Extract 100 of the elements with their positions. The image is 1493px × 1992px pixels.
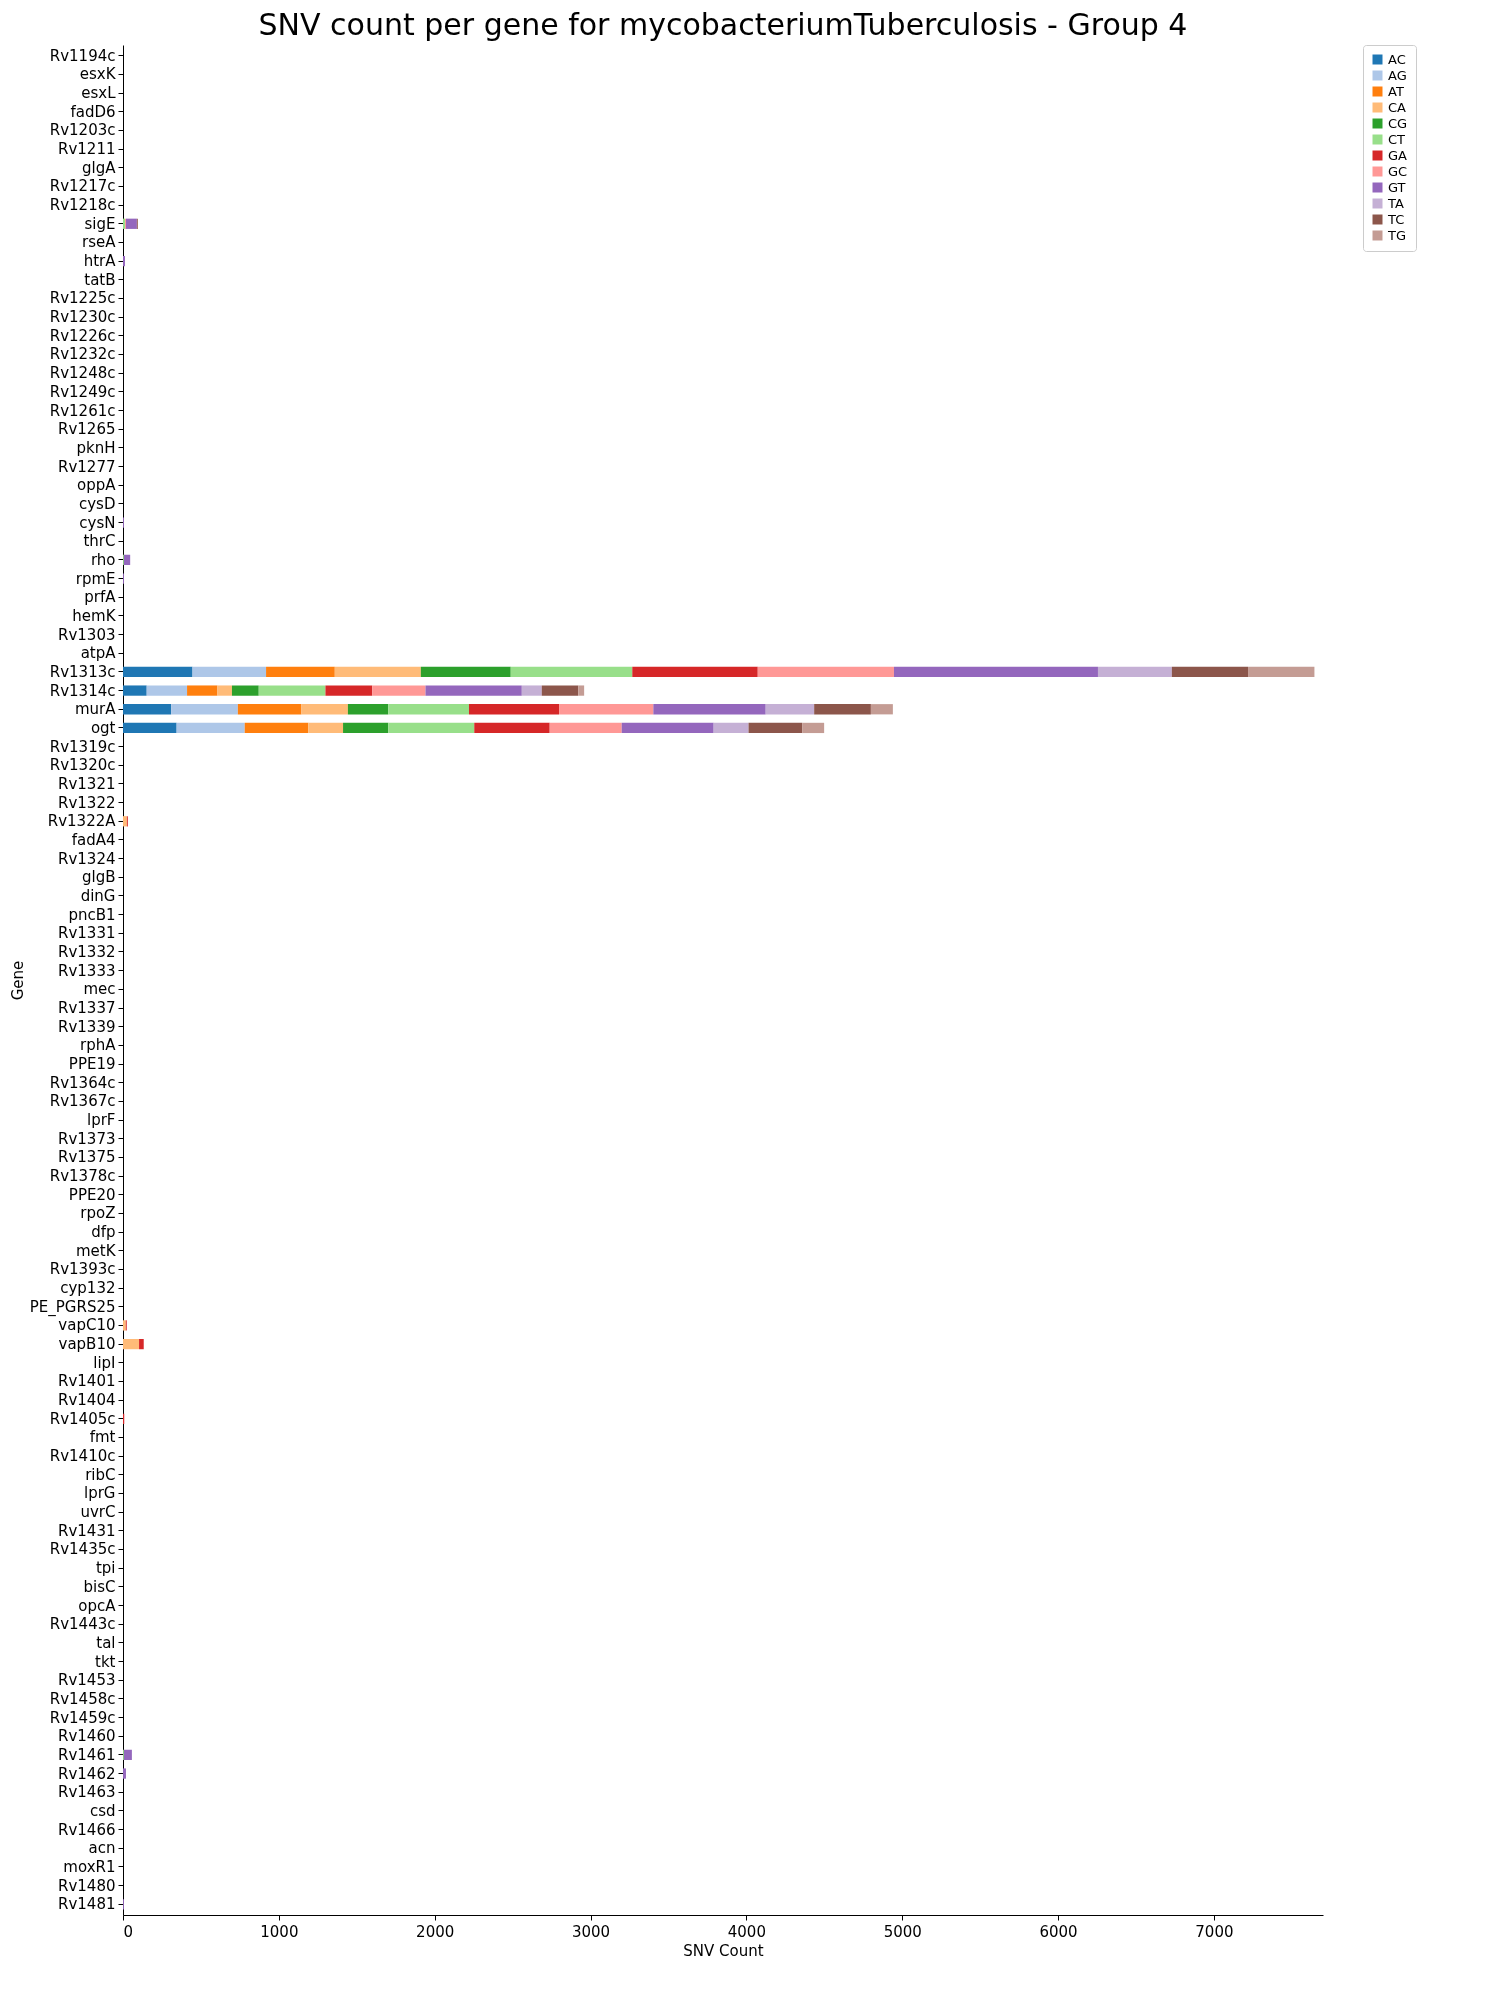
x-axis-title: SNV Count [683, 1941, 764, 1960]
y-tick-label: opcA [78, 1596, 117, 1615]
y-tick-label: Rv1378c [49, 1167, 116, 1186]
y-tick-label: murA [74, 700, 117, 719]
x-tick-label: 0 [123, 1922, 134, 1941]
bar [301, 704, 348, 715]
y-tick-label: Rv1277 [58, 457, 116, 476]
y-tick-label: Rv1367c [49, 1092, 116, 1111]
y-tick-label: Rv1364c [49, 1073, 116, 1092]
y-tick-label: Rv1435c [49, 1540, 116, 1559]
bar [176, 722, 245, 734]
bar [123, 1338, 140, 1350]
y-tick-label: ogt [90, 718, 116, 737]
y-tick-label: Rv1322 [58, 793, 116, 812]
y-tick-label: Rv1194c [49, 46, 116, 65]
legend-label: AT [1388, 83, 1404, 99]
bar [541, 685, 579, 696]
y-tick-label: glgA [82, 158, 117, 177]
y-tick-label: moxR1 [63, 1857, 116, 1876]
y-tick-label: glgB [81, 868, 116, 887]
y-tick-label: htrA [83, 252, 117, 271]
x-tick-label: 4000 [727, 1922, 766, 1941]
y-tick-label: ribC [85, 1465, 116, 1484]
bar [388, 722, 475, 734]
bar [1248, 666, 1315, 678]
bar [123, 1749, 132, 1761]
y-tick-label: Rv1373 [58, 1129, 116, 1148]
bar [192, 666, 267, 678]
y-tick-label: PPE20 [68, 1185, 116, 1204]
y-tick-label: Rv1453 [58, 1671, 116, 1690]
y-tick-label: Rv1218c [49, 196, 116, 215]
y-tick-label: dfp [91, 1223, 116, 1242]
y-tick-label: Rv1232c [49, 345, 116, 364]
bar [632, 666, 758, 678]
y-tick-label: Rv1337 [58, 999, 116, 1018]
y-tick-label: thrC [83, 532, 116, 551]
y-tick-label: rpoZ [80, 1204, 116, 1223]
y-tick-label: Rv1248c [49, 364, 116, 383]
bar [870, 704, 893, 715]
bar [425, 685, 522, 696]
y-tick-label: atpA [80, 644, 117, 663]
bar [510, 666, 633, 678]
bar [266, 666, 335, 678]
bar [123, 1768, 126, 1779]
y-tick-label: uvrC [80, 1503, 116, 1522]
bar [308, 722, 344, 734]
y-tick-label: Rv1314c [49, 681, 116, 700]
bar [146, 685, 188, 696]
y-tick-label: Rv1480 [58, 1876, 116, 1895]
y-tick-label: Rv1261c [49, 401, 116, 420]
y-tick-label: dinG [80, 886, 116, 905]
bar [653, 704, 766, 715]
bar [258, 685, 326, 696]
bar [549, 722, 622, 734]
legend-label: TC [1387, 211, 1405, 227]
bar [244, 722, 309, 734]
y-axis-title: Gene [8, 960, 27, 1001]
y-tick-label: Rv1405c [49, 1409, 116, 1428]
chart-title: SNV count per gene for mycobacteriumTuberculosis - Group 4 [258, 6, 1188, 42]
y-tick-label: cysN [79, 513, 116, 532]
bar [621, 722, 714, 734]
y-tick-label: Rv1225c [49, 289, 116, 308]
y-tick-label: PE_PGRS25 [29, 1297, 116, 1317]
y-tick-label: cyp132 [60, 1279, 116, 1298]
y-tick-label: Rv1462 [58, 1764, 116, 1783]
bar [123, 255, 126, 267]
y-tick-label: csd [89, 1801, 116, 1820]
y-tick-label: hemK [72, 606, 117, 625]
y-tick-label: vapB10 [58, 1335, 116, 1354]
y-tick-label: Rv1265 [58, 420, 116, 439]
y-tick-label: tal [96, 1633, 116, 1652]
y-tick-label: rho [90, 550, 116, 569]
y-tick-label: Rv1404 [58, 1391, 116, 1410]
bar [123, 666, 193, 678]
y-tick-label: Rv1459c [49, 1708, 116, 1727]
legend-label: AG [1388, 67, 1407, 83]
y-tick-label: Rv1333 [58, 961, 116, 980]
legend-label: CA [1388, 99, 1407, 115]
y-tick-label: Rv1249c [49, 382, 116, 401]
bar [372, 685, 426, 696]
bar [1171, 666, 1249, 678]
y-tick-label: tpi [95, 1559, 116, 1578]
y-tick-label: pncB1 [68, 905, 116, 924]
bar [559, 704, 654, 715]
bar [343, 722, 389, 734]
legend-label: GC [1388, 163, 1408, 179]
y-tick-label: Rv1303 [58, 625, 116, 644]
bar [521, 685, 542, 696]
bar [123, 554, 131, 566]
bar [125, 218, 137, 229]
y-tick-label: Rv1217c [49, 177, 116, 196]
bar [139, 1338, 144, 1350]
y-tick-label: rseA [82, 233, 117, 252]
bar [347, 704, 389, 715]
legend-label: GT [1388, 179, 1406, 195]
bar [187, 685, 218, 696]
bar [171, 704, 238, 715]
y-tick-label: cysD [79, 494, 116, 513]
bar [231, 685, 259, 696]
y-tick-label: fadA4 [71, 830, 116, 849]
